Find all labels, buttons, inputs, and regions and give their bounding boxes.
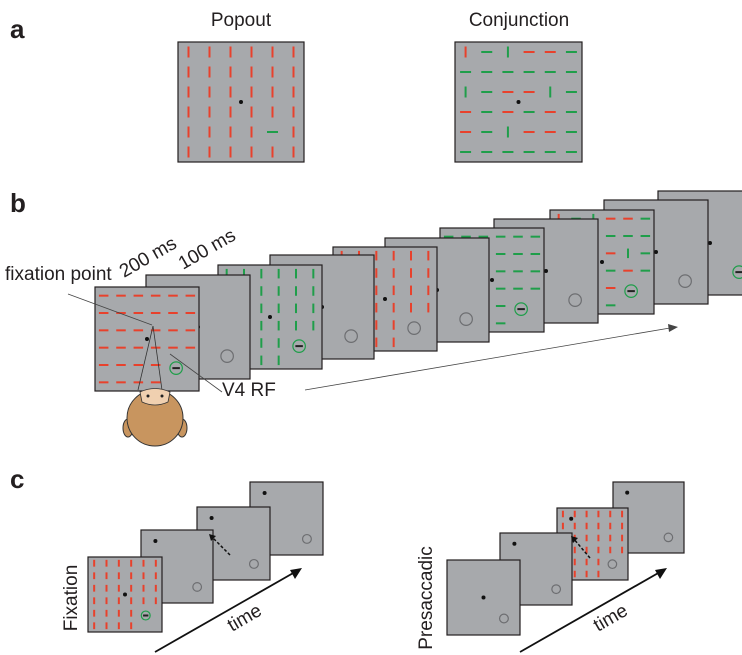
stimulus-frame — [178, 42, 304, 162]
rf-label: V4 RF — [222, 380, 276, 401]
condition-label: Presaccadic — [416, 546, 437, 650]
fixation-dot — [153, 539, 157, 543]
popout-title: Popout — [211, 10, 272, 31]
figure: a Popout Conjunction b 200 ms 100 ms fix… — [0, 0, 742, 655]
panel-label: c — [10, 464, 24, 494]
conjunction-title: Conjunction — [469, 10, 569, 31]
stimulus-frame — [95, 287, 199, 391]
fixation-point-label: fixation point — [5, 264, 112, 285]
stimulus-frame — [447, 560, 520, 635]
fixation-dot — [490, 278, 494, 282]
condition-label: Fixation — [61, 565, 82, 632]
panel-label: b — [10, 188, 26, 218]
time-label: time — [590, 600, 632, 636]
stimulus-frame — [88, 557, 162, 632]
fixation-dot — [263, 491, 267, 495]
fixation-dot — [123, 593, 127, 597]
stimulus-frame — [455, 42, 582, 162]
fixation-dot — [145, 337, 149, 341]
fixation-dot — [268, 315, 272, 319]
frames — [88, 42, 742, 635]
fixation-dot — [600, 260, 604, 264]
time-label: time — [224, 600, 266, 636]
arrow-head — [668, 324, 678, 332]
fixation-dot — [383, 297, 387, 301]
fixation-dot — [482, 596, 486, 600]
fixation-dot — [239, 100, 243, 104]
fixation-dot — [625, 491, 629, 495]
panel-label: a — [10, 14, 25, 44]
fixation-dot — [517, 100, 521, 104]
fixation-dot — [210, 516, 214, 520]
fixation-dot — [569, 517, 573, 521]
fixation-dot — [512, 542, 516, 546]
